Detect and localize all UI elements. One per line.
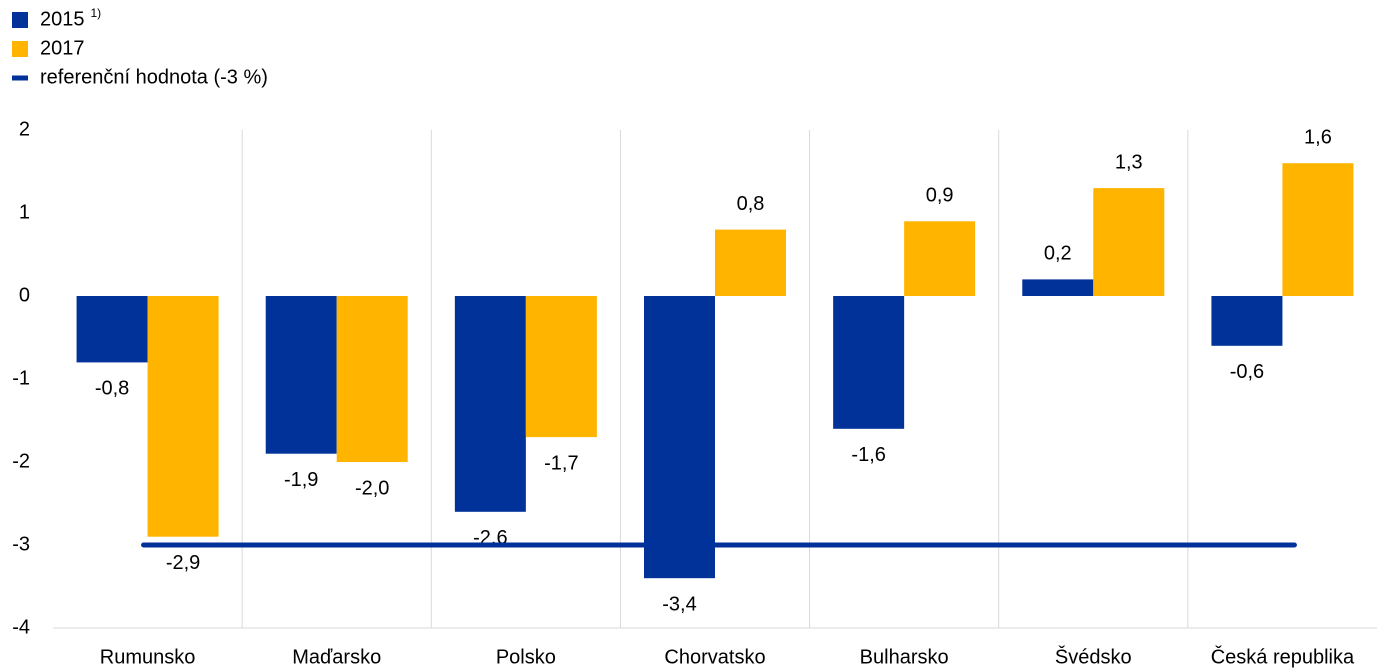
x-tick-label: Bulharsko — [860, 646, 949, 668]
bar — [1093, 188, 1165, 296]
data-label: -0,6 — [1230, 361, 1264, 383]
data-label: 0,8 — [737, 193, 765, 215]
x-tick-label: Polsko — [496, 646, 556, 668]
y-tick-label: -1 — [12, 367, 30, 389]
y-tick-label: 1 — [19, 201, 30, 223]
x-tick-label: Švédsko — [1055, 645, 1132, 668]
x-tick-label: Chorvatsko — [664, 646, 765, 668]
bar — [336, 296, 408, 462]
data-label: -2,0 — [355, 477, 389, 499]
x-tick-label: Rumunsko — [100, 646, 196, 668]
bar — [525, 296, 597, 438]
x-tick-label: Maďarsko — [292, 646, 381, 668]
y-tick-label: 2 — [19, 118, 30, 140]
data-label: 1,6 — [1304, 126, 1332, 148]
legend-label: 2015 1) — [40, 6, 101, 30]
data-label: -2,9 — [166, 552, 200, 574]
bar — [833, 296, 905, 429]
bar — [904, 221, 976, 296]
data-label: -0,8 — [95, 378, 129, 400]
bar — [1282, 163, 1354, 296]
data-label: -1,9 — [284, 469, 318, 491]
data-label: 1,3 — [1115, 151, 1143, 173]
x-tick-label: Česká republika — [1211, 645, 1355, 668]
y-tick-label: -3 — [12, 533, 30, 555]
bar — [1022, 279, 1094, 296]
bar — [76, 296, 148, 363]
y-tick-label: -2 — [12, 450, 30, 472]
data-label: 0,2 — [1044, 243, 1072, 265]
data-label: -1,7 — [544, 452, 578, 474]
bar — [265, 296, 337, 454]
bar — [715, 229, 786, 296]
data-label: -3,4 — [662, 593, 696, 615]
data-label: 0,9 — [926, 185, 954, 207]
bar — [147, 296, 219, 537]
bar — [1211, 296, 1283, 346]
legend-note: 1) — [91, 6, 102, 20]
data-label: -1,6 — [851, 444, 885, 466]
y-tick-label: -4 — [12, 616, 30, 638]
legend-swatch — [12, 41, 28, 57]
bar — [454, 296, 526, 512]
legend-label: 2017 — [40, 37, 85, 59]
y-tick-label: 0 — [19, 284, 30, 306]
bar — [644, 296, 715, 579]
legend-swatch — [12, 12, 28, 28]
legend-label: referenční hodnota (-3 %) — [40, 66, 268, 88]
